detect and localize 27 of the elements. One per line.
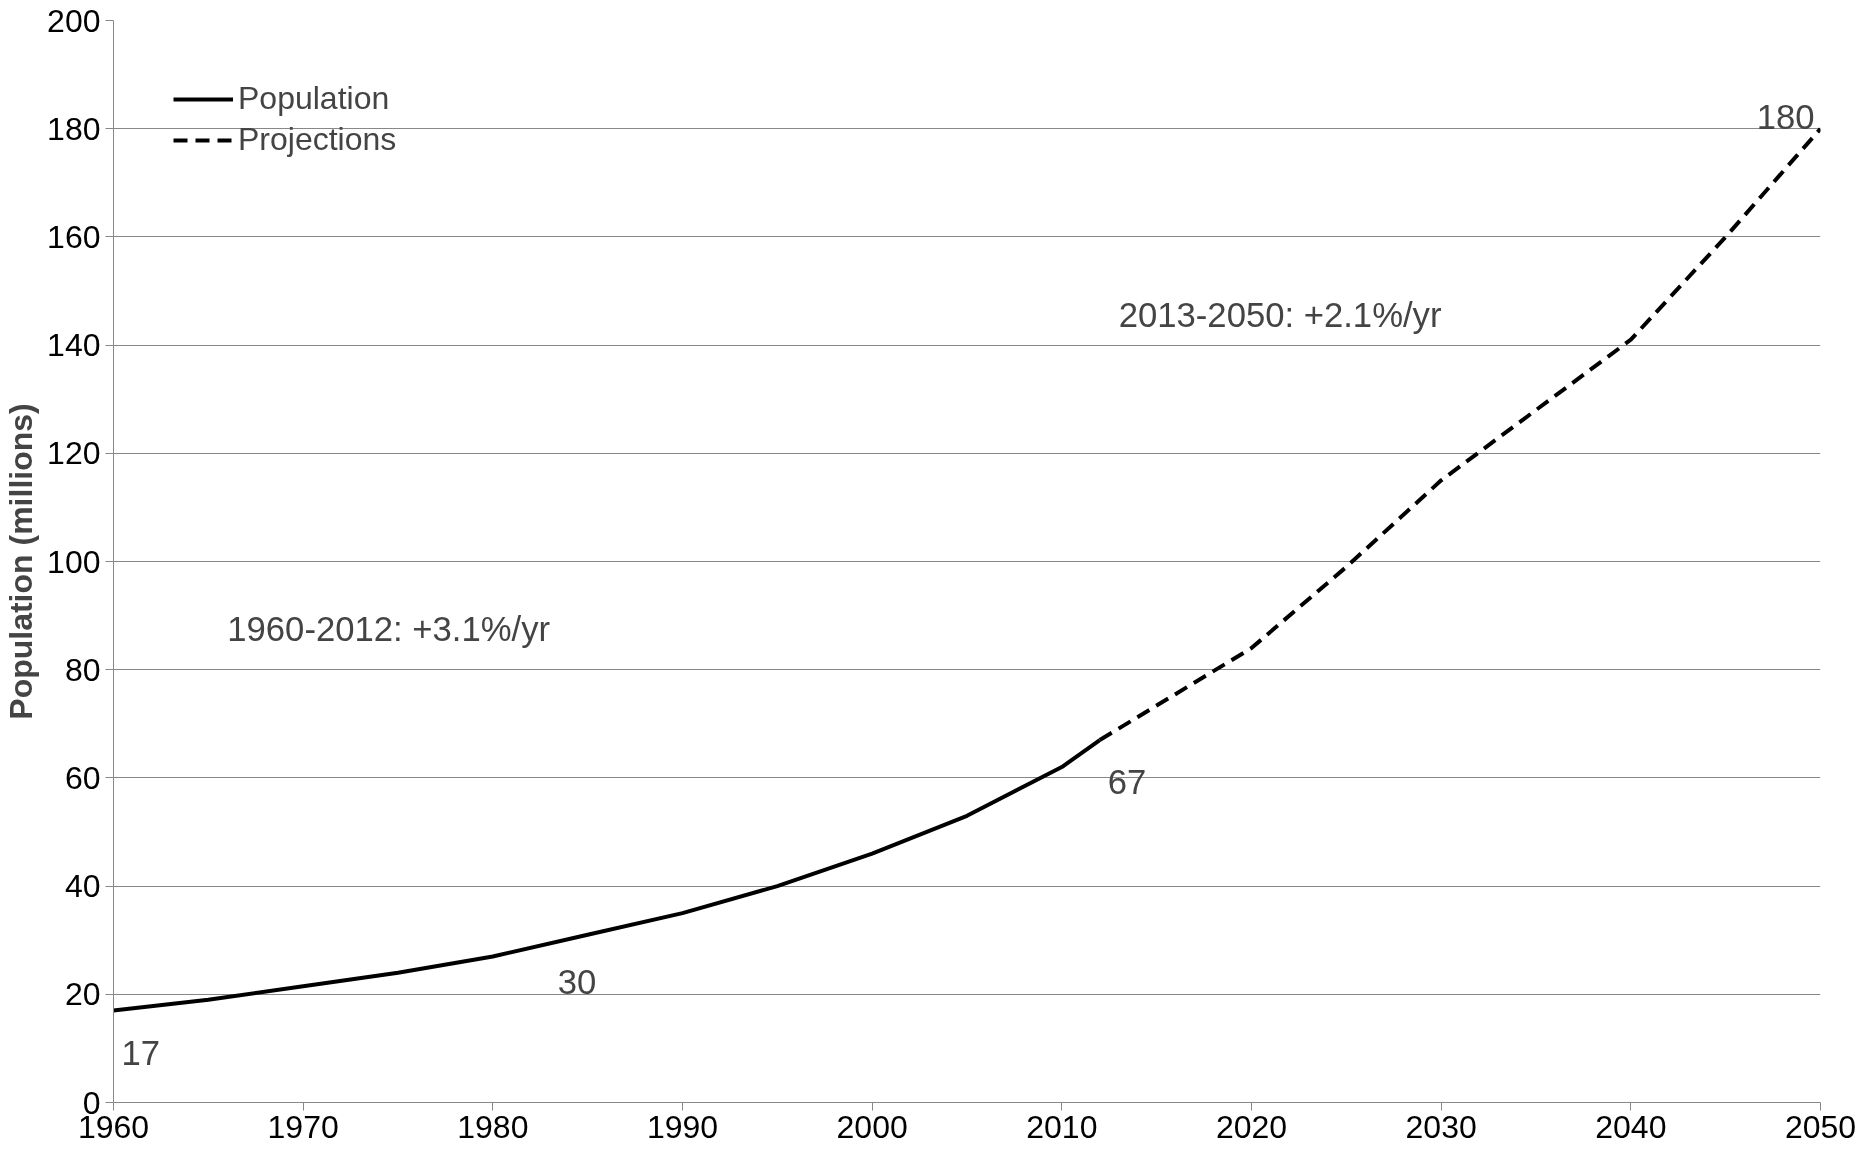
x-tick-label: 1990 — [646, 1108, 719, 1145]
annotation: 2013-2050: +2.1%/yr — [1118, 296, 1442, 335]
y-tick-label: 180 — [47, 110, 101, 147]
y-tick-label: 160 — [47, 218, 101, 255]
annotation: 30 — [557, 963, 597, 1002]
legend-label: Population — [238, 80, 390, 117]
x-tick-label: 2050 — [1784, 1108, 1857, 1145]
y-tick-label: 120 — [47, 435, 101, 472]
annotation: 180 — [1756, 97, 1815, 136]
y-tick-label: 40 — [64, 868, 101, 905]
x-tick-label: 1970 — [267, 1108, 339, 1145]
x-tick-label: 2030 — [1405, 1108, 1477, 1145]
y-tick-label: 60 — [64, 759, 101, 796]
y-axis-title: Population (millions) — [3, 403, 40, 720]
y-tick-label: 140 — [47, 327, 101, 364]
y-tick-label: 20 — [64, 976, 101, 1013]
legend-label: Projections — [238, 121, 397, 158]
x-tick-label: 2020 — [1215, 1108, 1288, 1145]
annotation: 17 — [121, 1033, 161, 1072]
annotation: 1960-2012: +3.1%/yr — [227, 610, 551, 649]
y-tick-label: 200 — [47, 2, 101, 39]
y-tick-label: 80 — [64, 651, 101, 688]
y-tick-label: 100 — [47, 543, 101, 580]
x-tick-label: 2010 — [1026, 1108, 1098, 1145]
x-tick-label: 2000 — [836, 1108, 908, 1145]
x-tick-label: 1980 — [457, 1108, 529, 1145]
x-tick-label: 2040 — [1595, 1108, 1667, 1145]
